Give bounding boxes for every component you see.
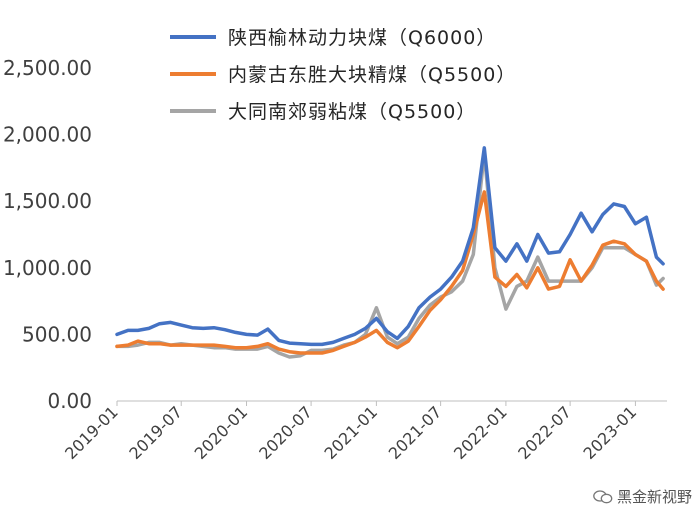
x-tick-label: 2022-07: [514, 402, 575, 463]
x-axis-labels: 2019-01 2019-07 2020-01 2020-07 2021-01 2021-…: [61, 402, 640, 463]
x-tick-label: 2022-01: [450, 402, 511, 463]
legend-label-0: 陕西榆林动力块煤（Q6000）: [228, 27, 496, 49]
x-tick-label: 2021-07: [385, 402, 446, 463]
watermark-text: 黑金新视野: [616, 488, 692, 506]
x-tick-label: 2023-01: [580, 402, 641, 463]
y-tick-label: 2,000.00: [3, 123, 92, 147]
x-tick-label: 2021-01: [321, 402, 382, 463]
x-tick-label: 2020-01: [191, 402, 252, 463]
series-line-0: [115, 146, 665, 347]
series-line-1: [115, 190, 665, 355]
x-axis-ticks: [116, 401, 636, 406]
y-tick-label: 2,500.00: [3, 56, 92, 80]
legend-label-2: 大同南郊弱粘煤（Q5500）: [228, 101, 476, 123]
series-line-2: [115, 151, 665, 359]
x-tick-label: 2019-07: [125, 402, 186, 463]
y-tick-label: 500.00: [22, 322, 92, 346]
y-axis-labels: 0.00 500.00 1,000.00 1,500.00 2,000.00 2,500.…: [3, 56, 92, 413]
legend-label-1: 内蒙古东胜大块精煤（Q5500）: [228, 64, 516, 86]
y-tick-label: 1,000.00: [3, 256, 92, 280]
wechat-icon: [593, 489, 613, 503]
y-tick-label: 0.00: [47, 389, 92, 413]
x-tick-label: 2020-07: [255, 402, 316, 463]
series-lines: [115, 146, 665, 359]
y-tick-label: 1,500.00: [3, 189, 92, 213]
watermark: 黑金新视野: [593, 486, 692, 507]
legend: 陕西榆林动力块煤（Q6000） 内蒙古东胜大块精煤（Q5500） 大同南郊弱粘煤（Q…: [170, 27, 516, 123]
